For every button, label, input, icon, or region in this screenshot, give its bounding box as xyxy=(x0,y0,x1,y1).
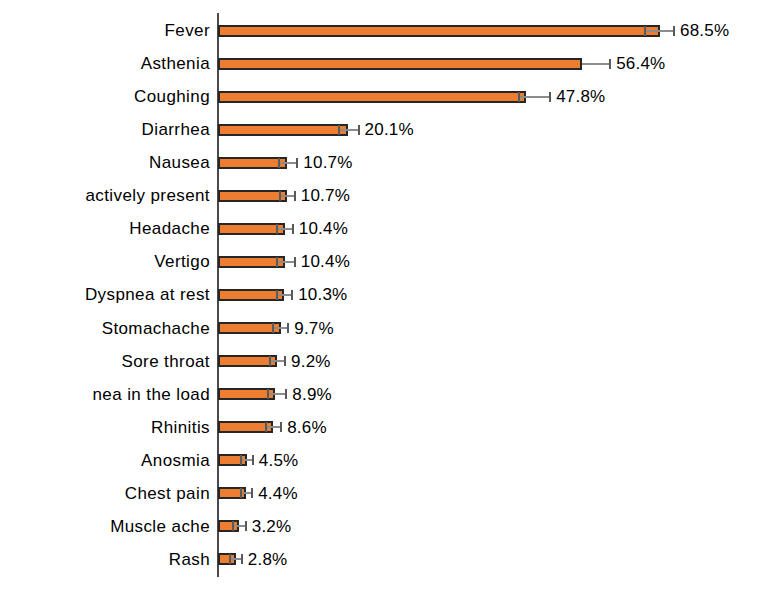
error-bar-line xyxy=(280,195,295,197)
error-bar-cap-plus xyxy=(292,224,294,234)
error-bar-cap-plus xyxy=(251,488,253,498)
category-label: Muscle ache xyxy=(0,510,210,543)
category-label: Chest pain xyxy=(0,477,210,510)
value-label: 10.4% xyxy=(301,245,350,278)
value-label: 56.4% xyxy=(616,47,665,80)
category-label: nea in the load xyxy=(0,378,210,411)
error-bar-line xyxy=(277,294,292,296)
error-bar-line xyxy=(645,30,674,32)
bar xyxy=(218,25,660,37)
error-bar-line xyxy=(277,261,294,263)
value-label: 3.2% xyxy=(252,510,292,543)
error-bar-cap-plus xyxy=(294,191,296,201)
category-label: Diarrhea xyxy=(0,113,210,146)
error-bar-line xyxy=(268,393,286,395)
error-bar-cap-plus xyxy=(287,323,289,333)
error-bar-line xyxy=(279,162,297,164)
category-label: Coughing xyxy=(0,80,210,113)
category-label: Asthenia xyxy=(0,47,210,80)
error-bar-line xyxy=(277,228,292,230)
value-label: 9.2% xyxy=(291,345,331,378)
error-bar-cap-minus xyxy=(269,356,271,366)
bar xyxy=(218,256,285,268)
bar xyxy=(218,58,582,70)
error-bar-cap-plus xyxy=(284,356,286,366)
error-bar-cap-plus xyxy=(673,26,675,36)
error-bar-cap-minus xyxy=(276,257,278,267)
bar xyxy=(218,190,287,202)
error-bar-cap-minus xyxy=(240,455,242,465)
error-bar-cap-minus xyxy=(276,290,278,300)
error-bar-line xyxy=(266,426,281,428)
error-bar-cap-minus xyxy=(276,224,278,234)
bar xyxy=(218,289,284,301)
error-bar-cap-minus xyxy=(338,125,340,135)
bar xyxy=(218,124,348,136)
value-label: 8.9% xyxy=(292,378,332,411)
value-label: 8.6% xyxy=(287,411,327,444)
error-bar-cap-plus xyxy=(241,554,243,564)
error-bar-line xyxy=(339,129,359,131)
category-label: Rhinitis xyxy=(0,411,210,444)
value-label: 47.8% xyxy=(556,80,605,113)
error-bar-cap-minus xyxy=(518,92,520,102)
value-label: 10.7% xyxy=(301,179,350,212)
error-bar-cap-plus xyxy=(285,389,287,399)
value-label: 10.4% xyxy=(299,212,348,245)
bar xyxy=(218,157,287,169)
error-bar-cap-minus xyxy=(278,158,280,168)
error-bar-cap-plus xyxy=(294,257,296,267)
category-label: Sore throat xyxy=(0,345,210,378)
category-label: Vertigo xyxy=(0,245,210,278)
error-bar-cap-minus xyxy=(279,191,281,201)
symptom-bar-chart: Fever 68.5% Asthenia 56.4% Coughing 47.8% Diar… xyxy=(0,0,762,592)
error-bar-cap-minus xyxy=(265,422,267,432)
error-bar-cap-plus xyxy=(252,455,254,465)
value-label: 20.1% xyxy=(365,113,414,146)
error-bar-line xyxy=(582,63,610,65)
error-bar-cap-minus xyxy=(240,488,242,498)
category-label: actively present xyxy=(0,179,210,212)
value-label: 10.3% xyxy=(298,278,347,311)
value-label: 4.4% xyxy=(258,477,298,510)
category-label: Dyspnea at rest xyxy=(0,278,210,311)
bar xyxy=(218,223,285,235)
category-label: Fever xyxy=(0,14,210,47)
error-bar-cap-plus xyxy=(358,125,360,135)
error-bar-cap-minus xyxy=(272,323,274,333)
category-label: Rash xyxy=(0,543,210,576)
error-bar-line xyxy=(270,360,285,362)
category-label: Nausea xyxy=(0,146,210,179)
screenshot-root: Fever 68.5% Asthenia 56.4% Coughing 47.8% Diar… xyxy=(0,0,762,592)
error-bar-cap-plus xyxy=(280,422,282,432)
value-label: 9.7% xyxy=(294,312,334,345)
error-bar-cap-minus xyxy=(644,26,646,36)
bar xyxy=(218,91,526,103)
error-bar-cap-plus xyxy=(549,92,551,102)
error-bar-cap-plus xyxy=(296,158,298,168)
error-bar-cap-minus xyxy=(267,389,269,399)
category-label: Anosmia xyxy=(0,444,210,477)
error-bar-cap-minus xyxy=(232,521,234,531)
error-bar-line xyxy=(519,96,550,98)
error-bar-line xyxy=(273,327,288,329)
error-bar-cap-plus xyxy=(245,521,247,531)
error-bar-cap-plus xyxy=(609,59,611,69)
error-bar-cap-plus xyxy=(291,290,293,300)
value-label: 2.8% xyxy=(248,543,288,576)
category-label: Stomachache xyxy=(0,312,210,345)
error-bar-cap-minus xyxy=(229,554,231,564)
bar xyxy=(218,322,281,334)
value-label: 10.7% xyxy=(303,146,352,179)
category-label: Headache xyxy=(0,212,210,245)
value-label: 4.5% xyxy=(259,444,299,477)
value-label: 68.5% xyxy=(680,14,729,47)
